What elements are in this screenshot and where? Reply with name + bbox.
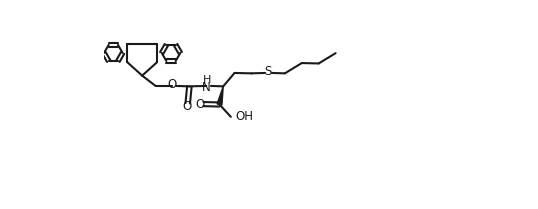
Text: H: H xyxy=(202,75,211,85)
Text: S: S xyxy=(265,65,272,78)
Text: N: N xyxy=(202,81,211,94)
Text: OH: OH xyxy=(236,110,254,123)
Text: O: O xyxy=(183,101,192,113)
Text: O: O xyxy=(195,98,204,111)
Text: O: O xyxy=(168,78,177,91)
Polygon shape xyxy=(217,86,223,105)
